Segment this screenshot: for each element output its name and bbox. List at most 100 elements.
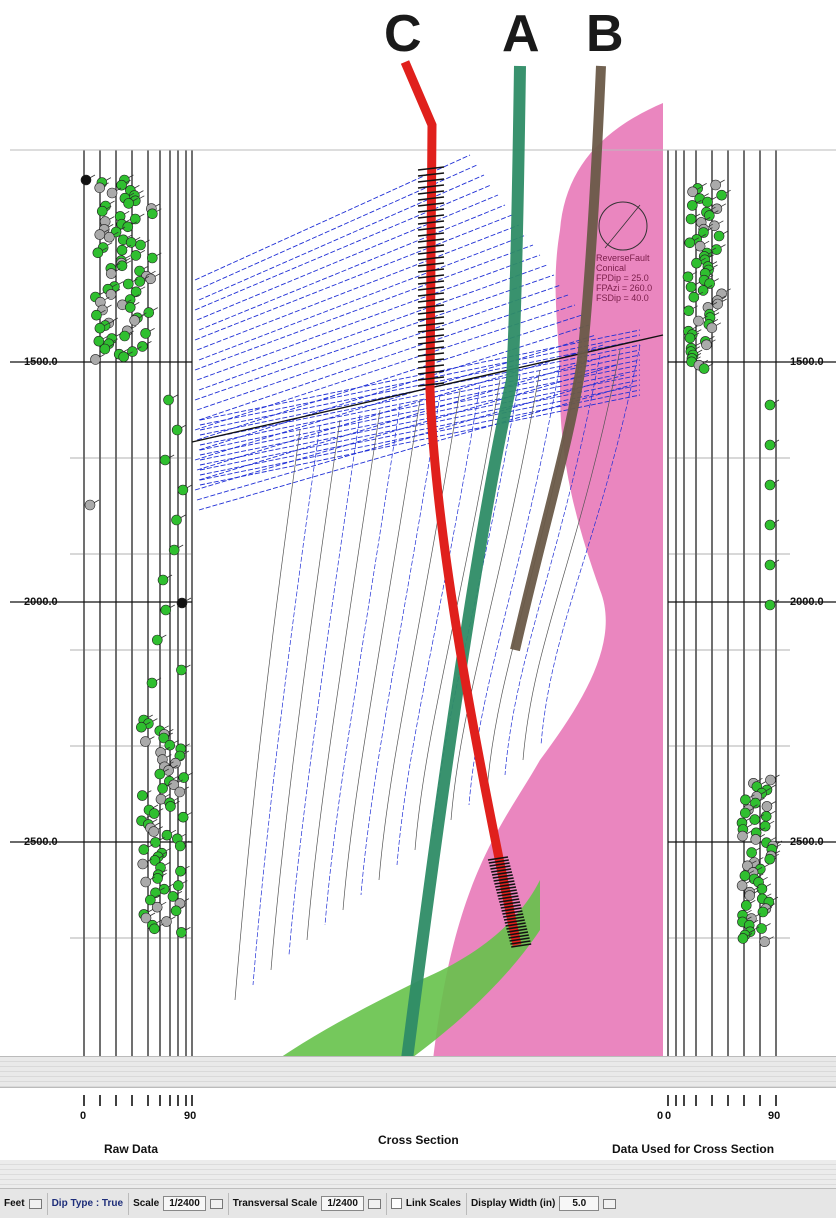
dip-tick — [506, 925, 527, 930]
dip-tick — [417, 268, 445, 273]
fold-line — [522, 349, 621, 761]
dip-tick — [417, 304, 445, 309]
dip-tick — [498, 895, 519, 900]
link-scales-checkbox[interactable] — [390, 1198, 402, 1209]
dip-tick — [492, 874, 513, 879]
well-b-trajectory — [510, 65, 606, 652]
tadpole — [744, 890, 755, 901]
dip-tick — [488, 859, 509, 864]
dip-tick — [497, 892, 518, 897]
horizontal-scroll-band[interactable] — [0, 1056, 836, 1088]
fault-zone-pink — [430, 103, 663, 1088]
tadpole — [157, 783, 168, 794]
fold-line — [306, 409, 381, 941]
link-scales-toggle[interactable]: Link Scales — [390, 1192, 467, 1215]
dip-type-item[interactable]: Dip Type : True — [52, 1192, 130, 1215]
fold-line — [504, 354, 601, 776]
fold-line — [378, 389, 461, 881]
lower-band — [0, 1160, 836, 1188]
tadpole — [684, 332, 696, 344]
tadpole — [756, 923, 767, 934]
tadpole — [764, 853, 776, 865]
tadpole — [712, 298, 723, 310]
fault-annotation: ReverseFault Conical FPDip = 25.0 FPAzi … — [596, 253, 652, 303]
tadpole — [684, 237, 696, 249]
dip-line — [199, 364, 641, 456]
tadpole — [152, 873, 163, 884]
tadpole — [129, 315, 140, 326]
dip-line — [199, 394, 641, 486]
transversal-scale-selector[interactable]: Transversal Scale 1/2400 — [233, 1192, 387, 1215]
dip-tick — [504, 919, 525, 924]
tadpole — [122, 221, 134, 233]
tadpole — [709, 220, 720, 232]
tadpole — [711, 244, 722, 255]
tadpole — [140, 912, 152, 924]
dip-tick — [417, 376, 445, 381]
dip-tick — [499, 901, 521, 906]
tadpole — [145, 894, 156, 906]
tadpole — [174, 786, 186, 798]
tadpole — [171, 514, 182, 526]
tadpole — [123, 198, 134, 209]
tadpole — [764, 479, 776, 491]
fold-lines — [234, 344, 641, 1001]
dip-line — [198, 204, 506, 331]
tadpole — [147, 252, 158, 264]
well-label-b: B — [586, 5, 624, 63]
dip-tick — [417, 220, 445, 225]
dip-tick — [495, 886, 517, 891]
transversal-scale-value[interactable]: 1/2400 — [321, 1196, 364, 1211]
dip-line — [196, 254, 541, 381]
display-width-selector[interactable]: Display Width (in) 5.0 — [471, 1193, 621, 1215]
display-width-value[interactable]: 5.0 — [559, 1196, 600, 1211]
units-selector[interactable]: Feet — [4, 1192, 48, 1215]
dip-tick — [417, 238, 445, 243]
dip-tick — [417, 250, 445, 255]
scale-value[interactable]: 1/2400 — [163, 1196, 206, 1211]
caption-raw-data: Raw Data — [104, 1142, 159, 1156]
dip-line — [194, 334, 597, 461]
dip-tick — [496, 889, 517, 894]
dip-line — [198, 294, 569, 421]
dip-tick — [487, 856, 509, 861]
dip-tick — [417, 316, 445, 321]
dip-line — [194, 214, 513, 341]
fault-annotation-line4: FPAzi = 260.0 — [596, 283, 653, 293]
tadpole — [105, 289, 117, 300]
dip-tick — [417, 184, 445, 189]
fold-line — [252, 424, 321, 986]
tadpole — [137, 341, 148, 352]
tadpole — [140, 328, 151, 339]
tadpole — [759, 936, 770, 948]
tadpole — [759, 820, 771, 832]
dip-line — [198, 384, 632, 511]
tadpole — [683, 305, 694, 317]
dip-tick — [500, 904, 521, 909]
tadpole — [104, 231, 115, 243]
dip-tick — [417, 214, 445, 219]
transversal-dropdown-icon[interactable] — [367, 1198, 381, 1209]
dip-tick — [508, 934, 529, 939]
tadpole — [757, 906, 769, 918]
tadpole — [764, 399, 776, 411]
scale-dropdown-icon[interactable] — [209, 1198, 223, 1209]
tadpole — [687, 186, 698, 198]
tadpole — [116, 244, 128, 256]
dip-lines — [194, 154, 641, 511]
dip-tick — [490, 865, 511, 870]
scale-selector[interactable]: Scale 1/2400 — [133, 1192, 229, 1215]
dip-tick — [417, 310, 445, 315]
depth-label-left-2500: 2500.0 — [24, 836, 58, 848]
units-dropdown-icon[interactable] — [28, 1198, 42, 1209]
tadpole — [693, 315, 704, 327]
tadpole — [130, 250, 142, 261]
display-width-dropdown-icon[interactable] — [603, 1198, 617, 1209]
tadpole — [740, 794, 751, 806]
dip-line — [199, 369, 641, 461]
tadpole — [135, 239, 146, 251]
dip-line — [196, 374, 625, 501]
tadpole — [698, 227, 709, 238]
dip-tick — [507, 928, 528, 933]
stereonet-icon — [598, 201, 648, 251]
